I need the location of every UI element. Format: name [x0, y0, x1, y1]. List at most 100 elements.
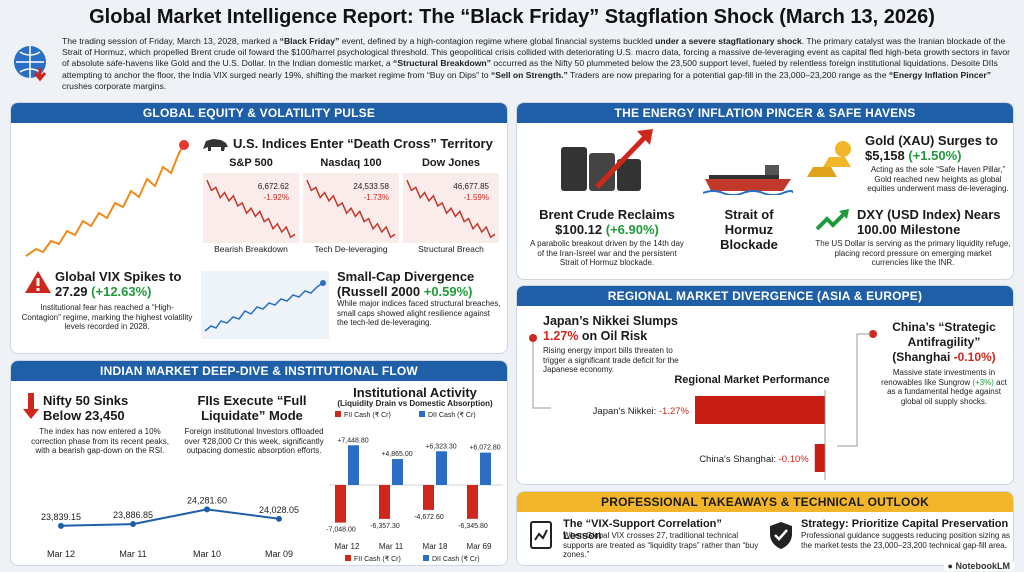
nikkei-title: Japan’s Nikkei Slumps 1.27% on Oil Risk [543, 314, 679, 343]
dii-bar [480, 452, 491, 485]
brent-title: Brent Crude Reclaims $100.12 (+6.90%) [539, 207, 675, 237]
legend-label: DII Cash (₹ Cr) [432, 555, 480, 563]
nifty-line-chart: 23,839.15 Mar 12 23,886.85 Mar 11 24,281.60 M… [41, 495, 299, 559]
gold-bars-icon [807, 141, 851, 177]
indian-header: INDIAN MARKET DEEP-DIVE & INSTITUTIONAL … [11, 361, 507, 381]
nifty-value-label: 23,886.85 [113, 510, 153, 520]
dii-bar [392, 459, 403, 485]
trend-up-icon [815, 209, 849, 231]
bear-icon [203, 139, 228, 151]
brent-description: A parabolic breakout driven by the 14th … [530, 239, 684, 268]
energy-panel: THE ENERGY INFLATION PINCER & SAFE HAVEN… [516, 102, 1014, 280]
dxy-description: The US Dollar is serving as the primary … [815, 239, 1011, 268]
page-title: Global Market Intelligence Report: The “… [89, 6, 935, 28]
legend-top: FII Cash (₹ Cr) DII Cash (₹ Cr) [335, 411, 476, 419]
regional-bar [814, 444, 825, 472]
index-change: -1.59% [464, 193, 489, 202]
energy-header: THE ENERGY INFLATION PINCER & SAFE HAVEN… [517, 103, 1013, 123]
regional-bar [695, 396, 825, 424]
fii-bar [423, 485, 434, 510]
index-name: S&P 500 [229, 157, 273, 169]
legend-label: FII Cash (₹ Cr) [344, 411, 391, 419]
brand-badge: ● NotebookLM [943, 561, 1014, 571]
regional-bar-label: Japan's Nikkei: -1.27% [593, 406, 690, 417]
regional-bar-title: Regional Market Performance [674, 374, 830, 386]
hormuz-title: Strait of Hormuz Blockade [720, 207, 778, 252]
nifty-value-label: 24,028.05 [259, 505, 299, 515]
dii-bar-label: +4,865.00 [381, 451, 412, 458]
legend-bottom: FII Cash (₹ Cr) DII Cash (₹ Cr) [345, 555, 480, 563]
takeaway-1-title: The “VIX-Support Correlation” Lesson [563, 518, 722, 542]
china-description: Massive state investments in renowables … [881, 368, 1007, 406]
takeaway-2-title: Strategy: Prioritize Capital Preservatio… [801, 518, 1009, 530]
nifty-date-label: Mar 10 [193, 549, 221, 559]
nifty-point [58, 522, 64, 529]
nifty-line [60, 508, 280, 527]
dii-bar [348, 445, 359, 485]
fii-bar-label: -6,357.30 [370, 523, 400, 530]
nifty-description: The index has now entered a 10% correcti… [31, 427, 169, 456]
institutional-title: Institutional Activity [353, 385, 477, 400]
intro-text: The trading session of Friday, March 13,… [62, 36, 1011, 91]
gold-title: Gold (XAU) Surges to $5,158 (+1.50%) [865, 133, 998, 163]
index-change: -1.73% [364, 193, 389, 202]
regional-bar-label: China's Shanghai: -0.10% [699, 454, 809, 465]
nikkei-connector [529, 334, 551, 409]
index-chart: 24,533.58 -1.73% [303, 173, 399, 243]
category-label: Mar 11 [379, 542, 404, 551]
legend-swatch [345, 555, 351, 561]
nikkei-description: Rising energy import bills threaten to t… [543, 346, 679, 375]
dxy-title: DXY (USD Index) Nears 100.00 Milestone [857, 207, 1001, 237]
index-name: Nasdaq 100 [320, 157, 382, 169]
nifty-date-label: Mar 11 [119, 549, 146, 559]
index-line [406, 179, 496, 239]
category-label: Mar 69 [467, 542, 492, 551]
index-caption: Bearish Breakdown [214, 244, 288, 254]
category-label: Mar 12 [335, 542, 360, 551]
nifty-date-label: Mar 09 [265, 549, 293, 559]
dii-bar-label: +6,323.30 [425, 443, 456, 450]
shield-check-icon [770, 522, 792, 549]
intro-section: The trading session of Friday, March 13,… [10, 36, 1014, 98]
dii-bar [436, 451, 447, 485]
china-connector [837, 330, 877, 447]
index-value: 24,533.58 [353, 182, 389, 191]
takeaways-panel: PROFESSIONAL TAKEAWAYS & TECHNICAL OUTLO… [516, 491, 1014, 566]
regional-panel: REGIONAL MARKET DIVERGENCE (ASIA & EUROP… [516, 285, 1014, 485]
index-name: Dow Jones [421, 157, 481, 169]
vix-title: Global VIX Spikes to 27.29 (+12.63%) [55, 269, 182, 299]
fii-bar-label: -7,048.00 [326, 527, 356, 534]
nifty-point [276, 515, 282, 522]
death-cross-title: U.S. Indices Enter “Death Cross” Territo… [233, 136, 493, 151]
index-line [206, 179, 296, 239]
index-caption: Structural Breach [418, 244, 484, 254]
warning-icon [25, 271, 51, 293]
legend-swatch [419, 411, 425, 417]
index-line [306, 179, 396, 239]
nifty-date-label: Mar 12 [47, 549, 75, 559]
fii-description: Foreign institutional Investors offloade… [184, 427, 324, 456]
russell-line-chart [201, 271, 329, 339]
index-value: 6,672.62 [258, 182, 290, 191]
fii-bar [379, 485, 390, 519]
fii-bar [467, 485, 478, 519]
fii-bar-label: -6,345.80 [458, 523, 488, 530]
nifty-point [130, 521, 136, 528]
globe-down-arrow-icon [14, 46, 47, 82]
regional-bar-chart: Japan's Nikkei: -1.27% China's Shanghai: … [593, 390, 826, 480]
regional-header: REGIONAL MARKET DIVERGENCE (ASIA & EUROP… [517, 286, 1013, 306]
institutional-bar-chart: FII Cash (₹ Cr) DII Cash (₹ Cr) -7,048.00 +… [326, 411, 503, 563]
fii-bar-label: -4,672.60 [414, 514, 444, 521]
dii-bar-label: +6,072.80 [469, 445, 500, 452]
index-value: 46,677.85 [453, 182, 489, 191]
takeaway-1-description: When Global VIX crosses 27, traditional … [563, 531, 759, 560]
legend-swatch [423, 555, 429, 561]
nifty-value-label: 24,281.60 [187, 495, 227, 505]
analytics-doc-icon [530, 521, 552, 549]
fii-bar [335, 485, 346, 523]
institutional-subtitle: (Liquidity Drain vs Domestic Absorption) [337, 399, 493, 408]
index-chart: 6,672.62 -1.92% [203, 173, 299, 243]
nifty-point [204, 506, 210, 513]
oil-tanker-icon [703, 165, 793, 195]
vix-line-chart [25, 140, 189, 257]
